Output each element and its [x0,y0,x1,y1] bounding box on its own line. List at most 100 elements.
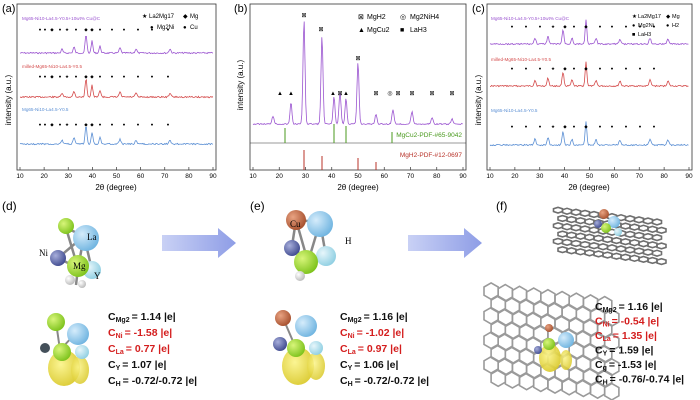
graphene-cell [561,377,578,396]
peak-marker: ● [44,122,47,127]
cluster-e-density [273,310,325,385]
charge-line: CNi = -1.02 |e| [340,327,404,340]
legend-text: La2Mg17 [638,14,661,20]
cluster-d-density [40,313,89,386]
graphene-cell [642,232,654,241]
graphene-cell [532,374,549,393]
legend-star-icon: ★ [632,13,637,20]
charges-e: CMg2 = 1.16 |e| CNi = -1.02 |e| CLa = 0.97 |e… [340,311,429,388]
peak-marker: ● [573,24,576,29]
panel-b-ylabel: intensity (a.u.) [236,60,245,111]
panel-b-label: (b) [234,3,247,15]
panel-a-xlabel: 2θ (degree) [95,183,137,192]
charge-line: CLa = 0.97 |e| [340,343,402,356]
panel-c-ticks: 10 20 30 40 50 60 70 80 90 [486,167,693,180]
legend-text: LaH3 [410,27,427,34]
graphene-cell [490,368,507,388]
graphene-cell [570,239,582,248]
charge-line: CNi = -1.58 |e| [108,327,172,340]
graphene-cell [633,231,645,240]
peak-marker: ● [111,27,114,32]
peak-marker: ● [151,27,154,32]
x-tick-label: 20 [511,173,519,180]
peak-marker: ● [123,74,126,79]
atom-mg-sphere [58,218,74,234]
peak-marker: ● [137,74,140,79]
peak-marker: ● [653,124,656,129]
graphene-cell [575,216,586,225]
charge-line: CMg2 = 1.16 |e| [595,301,663,314]
charges-d: CMg2 = 1.14 |e| CNi = -1.58 |e| CLa = 0.77 |e… [108,311,197,388]
graphene-cell [504,370,521,389]
atom-ni-sphere [284,240,300,256]
peak-marker: ◆ [50,74,54,79]
xrd-trace-line [489,121,689,147]
peak-marker: ● [151,122,154,127]
peak-marker: ◆ [584,66,588,71]
graphene-cell [557,214,568,223]
graphene-cell [566,231,577,239]
x-tick-label: 30 [65,173,73,180]
atom-h-sphere [295,271,305,281]
graphene-cell [552,222,564,230]
pdf-reference-bars [284,124,393,170]
atom-la-sphere [73,225,99,251]
graphene-cell [575,379,592,398]
graphene-cell [603,382,620,400]
peak-marker: ● [599,66,602,71]
xrd-trace-line [489,19,689,46]
peak-marker: ◆ [90,74,94,79]
graphene-cell [588,226,600,234]
graphene-sheet-tilted [552,206,667,266]
graphene-cell [575,232,586,240]
peak-marker: ● [59,74,62,79]
x-tick-label: 40 [561,173,569,180]
legend-text: H2 [672,23,679,29]
x-tick-label: 20 [276,173,284,180]
peak-marker: ● [167,74,170,79]
atom-cu-sphere [286,210,306,230]
panel-c-legend: ★ La2Mg17 ◆ Mg ● Mg2Ni ● H2 ■ LaH3 [632,13,680,38]
graphene-cell [651,218,663,226]
x-tick-label: 70 [636,173,644,180]
legend-text: La2Mg17 [149,14,175,20]
graphene-cell [561,207,573,215]
peak-marker: ● [44,27,47,32]
xrd-trace-line [19,126,214,146]
panel-c-ylabel: intensity (a.u.) [474,75,483,126]
charge-line: CY = 1.07 |e| [108,359,166,372]
peak-marker: ● [99,74,102,79]
peak-marker: ● [511,124,514,129]
graphene-cell [611,236,622,245]
graphene-cell [602,235,613,244]
x-tick-label: 60 [611,173,619,180]
charge-line: CLa = 0.77 |e| [108,343,170,356]
legend-text: LaH3 [638,32,651,38]
legend-square-icon: ■ [632,32,635,38]
peak-marker: ● [99,122,102,127]
graphene-cell [647,225,658,233]
peak-marker: ● [39,74,42,79]
legend-dot-icon: ● [183,25,187,31]
graphene-cell [629,238,640,247]
legend-square-icon: ■ [400,27,404,34]
peak-marker: ● [611,66,614,71]
graphene-cell [518,372,535,391]
graphene-cell [552,206,564,214]
peak-marker: ● [625,66,628,71]
graphene-cell [633,216,645,224]
graphene-cell [566,215,577,224]
peak-marker: ● [99,27,102,32]
panel-b: (b) intensity (a.u.) 10 20 30 40 50 60 70 80 90 … [234,3,467,192]
peak-marker: ● [539,124,542,129]
charges-f: CMg2 = 1.16 |e| CNi = -0.54 |e|CLa = 1.35 |e… [595,301,684,387]
panel-a-traces: ● ● ◆ ● ★ ● ◆ ◆ ● ● ● ● ● ●● ● ◆ ● ★ ● ◆ ◆ ● ● ● ● ● ●● ● ◆ ● ★ ● ◆ ◆ ● ● ● ●… [19,27,214,146]
graphene-cell [593,234,604,243]
panel-c-label: (c) [472,3,485,15]
graphene-cell [620,222,631,230]
peak-marker: ▲ [343,91,349,97]
peak-marker: ◆ [584,124,588,129]
x-tick-label: 90 [685,173,693,180]
panel-c-trace-label-2: milled-Mg65-Ni10-La4.5-Y0.5 [491,57,551,62]
